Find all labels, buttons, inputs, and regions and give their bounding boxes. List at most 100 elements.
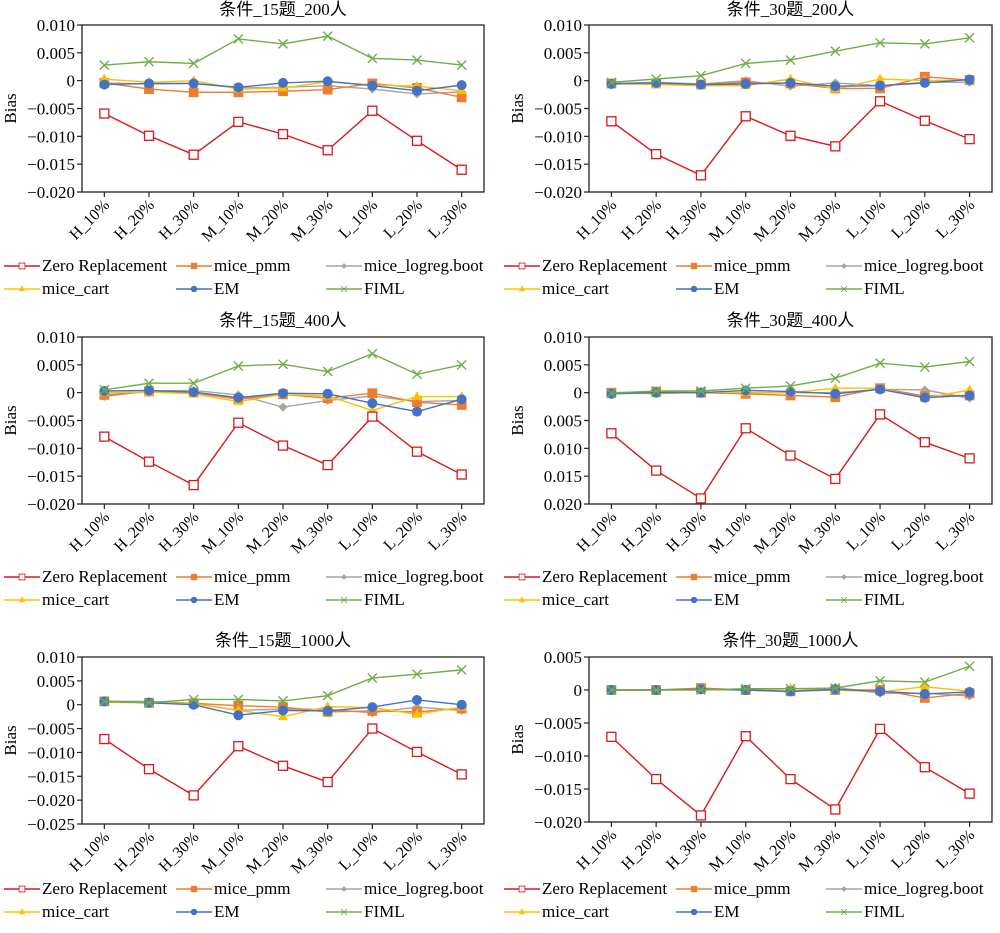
legend-label: EM	[714, 590, 740, 609]
legend-label: mice_pmm	[214, 256, 291, 275]
data-point	[188, 479, 199, 491]
legend-swatch	[326, 596, 362, 604]
x-tick-label: H_20%	[618, 509, 665, 556]
data-point	[367, 105, 378, 116]
data-point	[695, 79, 706, 90]
y-tick-label: −0.015	[534, 155, 582, 174]
x-tick-label: H_20%	[618, 827, 665, 874]
x-tick-label: H_10%	[574, 197, 621, 244]
legend-marker	[841, 263, 847, 269]
chart-panel-15q-200p: 条件_15题_200人 Bias 0.010 0.005 0 −0.005 −0.010 −0…	[0, 0, 500, 311]
data-point	[143, 456, 155, 467]
data-point	[188, 78, 199, 89]
data-point	[740, 383, 751, 394]
data-point	[919, 362, 930, 373]
y-tick-label: 0.020	[544, 495, 582, 514]
data-point	[606, 428, 617, 439]
series-zero-replacement	[99, 723, 467, 801]
data-point	[99, 108, 110, 119]
x-tick-label: M_20%	[243, 197, 291, 245]
data-point	[740, 685, 751, 695]
legend-marker	[690, 285, 698, 293]
data-point	[322, 84, 333, 95]
legend-item-mice-pmm: mice_pmm	[176, 256, 290, 276]
y-tick-label: −0.005	[27, 100, 75, 119]
data-point	[875, 37, 886, 48]
legend-swatch	[176, 908, 212, 916]
data-point	[785, 380, 796, 391]
data-point	[830, 684, 841, 695]
data-point	[695, 493, 707, 504]
y-tick-label: 0.010	[37, 328, 75, 347]
data-point	[919, 677, 930, 688]
legend-marker	[340, 596, 348, 604]
legend-swatch	[676, 596, 712, 604]
chart-title: 条件_30题_400人	[727, 311, 855, 330]
legend-label: mice_pmm	[714, 256, 791, 275]
data-point	[875, 358, 886, 369]
data-point	[695, 810, 707, 821]
y-axis-label: Bias	[508, 405, 527, 435]
data-point	[412, 708, 422, 718]
data-point	[606, 388, 617, 399]
data-point	[322, 459, 333, 471]
legend-label: EM	[714, 279, 740, 298]
data-point	[277, 128, 289, 140]
x-tick-label: M_10%	[199, 509, 247, 557]
data-point	[456, 664, 467, 675]
x-tick-label: H_10%	[574, 509, 621, 556]
data-point	[606, 116, 617, 127]
data-point	[919, 437, 930, 448]
legend-swatch	[4, 908, 40, 915]
data-point	[785, 386, 796, 397]
data-point	[278, 705, 288, 716]
data-point	[830, 473, 841, 485]
legend-swatch	[4, 596, 40, 603]
data-point	[233, 360, 244, 371]
legend-item-em: EM	[676, 590, 740, 610]
data-point	[322, 366, 333, 377]
data-point	[830, 373, 841, 384]
legend-marker	[840, 908, 848, 916]
x-tick-label: L_10%	[336, 509, 381, 554]
data-point	[964, 356, 975, 367]
legend-swatch	[326, 908, 362, 916]
y-axis-label: Bias	[508, 93, 527, 123]
legend-marker	[341, 886, 347, 892]
legend-label: mice_logreg.boot	[364, 567, 484, 586]
legend-swatch	[504, 262, 540, 270]
legend-item-mice-pmm: mice_pmm	[676, 567, 790, 587]
legend-marker	[341, 574, 347, 580]
x-tick-label: M_10%	[199, 197, 247, 245]
data-point	[143, 130, 155, 141]
x-tick-label: M_20%	[243, 829, 291, 877]
y-tick-label: −0.015	[534, 780, 582, 799]
legend-swatch	[676, 573, 712, 581]
series-line	[104, 669, 462, 704]
legend-label: mice_cart	[542, 902, 610, 921]
x-tick-label: M_20%	[751, 827, 799, 875]
legend-swatch	[176, 596, 212, 604]
series-em	[99, 385, 467, 417]
legend-label: Zero Replacement	[542, 256, 668, 275]
legend-swatch	[826, 285, 862, 293]
data-point	[606, 77, 617, 88]
legend-swatch	[676, 262, 712, 270]
x-tick-label: L_10%	[336, 829, 381, 874]
legend-marker	[841, 886, 847, 892]
data-point	[322, 145, 333, 156]
legend-item-fiml: FIML	[826, 279, 905, 299]
x-tick-label: M_10%	[706, 197, 754, 245]
data-point	[875, 675, 886, 686]
legend-marker	[190, 573, 198, 581]
x-tick-label: H_10%	[67, 197, 114, 244]
x-tick-label: L_20%	[888, 197, 933, 242]
series-line	[103, 415, 462, 486]
x-tick-label: M_20%	[751, 509, 799, 557]
data-point	[651, 77, 662, 88]
data-point	[740, 385, 751, 396]
x-tick-label: H_30%	[156, 509, 203, 556]
data-point	[785, 683, 796, 694]
legend-swatch	[826, 908, 862, 916]
data-point	[740, 423, 751, 434]
